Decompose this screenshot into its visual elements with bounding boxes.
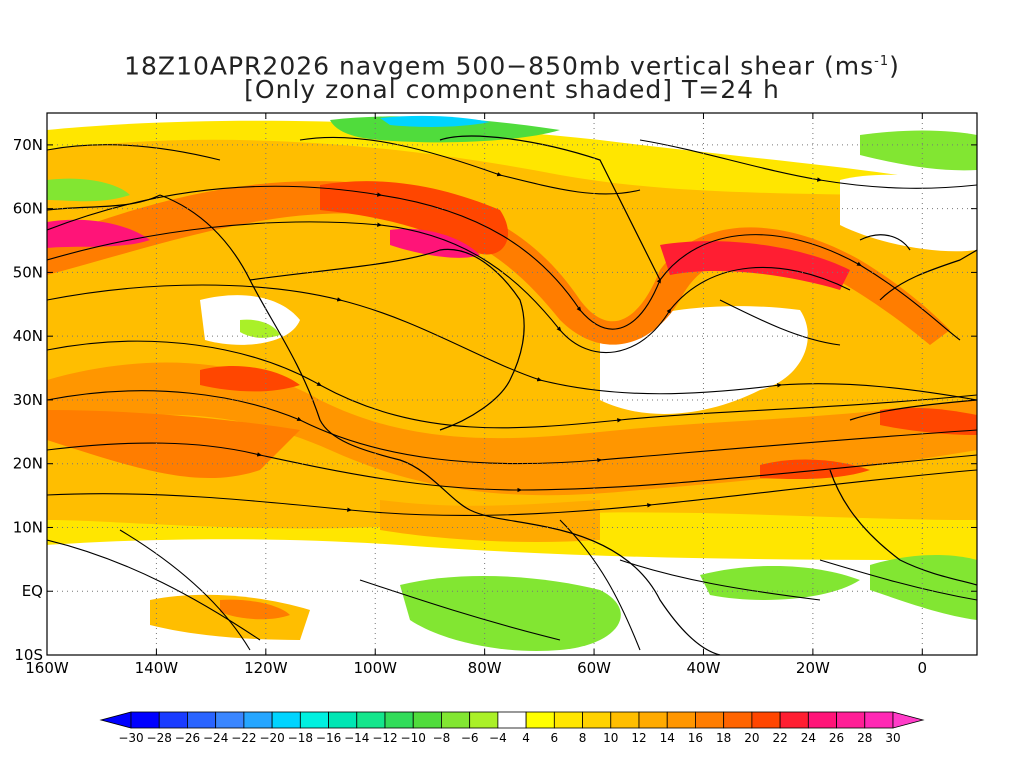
lon-label: 0 bbox=[918, 659, 928, 677]
shear-shading bbox=[47, 113, 977, 655]
lat-label: 10S bbox=[14, 646, 43, 664]
colorbar-label: 18 bbox=[716, 731, 731, 745]
colorbar-label: 14 bbox=[660, 731, 675, 745]
colorbar-label: −30 bbox=[118, 731, 143, 745]
lat-label: 50N bbox=[13, 263, 43, 281]
colorbar-swatch bbox=[666, 711, 696, 729]
colorbar-label: −26 bbox=[175, 731, 200, 745]
colorbar-label: −4 bbox=[489, 731, 507, 745]
lon-label: 100W bbox=[354, 659, 398, 677]
colorbar-label: −12 bbox=[372, 731, 397, 745]
lat-label: 30N bbox=[13, 391, 43, 409]
colorbar-label: 12 bbox=[631, 731, 646, 745]
colorbar-label: 26 bbox=[829, 731, 844, 745]
colorbar bbox=[99, 711, 925, 729]
colorbar-label: 8 bbox=[579, 731, 587, 745]
colorbar-swatch bbox=[384, 711, 414, 729]
lon-label: 80W bbox=[468, 659, 502, 677]
colorbar-label: −8 bbox=[433, 731, 451, 745]
colorbar-swatch bbox=[328, 711, 358, 729]
colorbar-swatch bbox=[695, 711, 725, 729]
colorbar-label: −28 bbox=[147, 731, 172, 745]
colorbar-swatch bbox=[836, 711, 866, 729]
colorbar-left-arrow bbox=[99, 711, 132, 729]
lat-label: 20N bbox=[13, 455, 43, 473]
colorbar-label: −10 bbox=[401, 731, 426, 745]
colorbar-right-arrow bbox=[892, 711, 925, 729]
lon-label: 20W bbox=[796, 659, 830, 677]
lat-label: 10N bbox=[13, 518, 43, 536]
colorbar-label: −14 bbox=[344, 731, 369, 745]
colorbar-label: −16 bbox=[316, 731, 341, 745]
colorbar-swatch bbox=[807, 711, 837, 729]
colorbar-swatch bbox=[412, 711, 442, 729]
axis-ticks bbox=[46, 113, 977, 656]
lon-label: 60W bbox=[577, 659, 611, 677]
colorbar-swatch bbox=[638, 711, 668, 729]
colorbar-swatch bbox=[441, 711, 471, 729]
lon-label: 40W bbox=[687, 659, 721, 677]
chart-title-line1: 18Z10APR2026 navgem 500−850mb vertical s… bbox=[124, 51, 900, 81]
lon-label: 120W bbox=[244, 659, 288, 677]
colorbar-swatch bbox=[271, 711, 301, 729]
colorbar-label: −18 bbox=[288, 731, 313, 745]
lat-label: 40N bbox=[13, 327, 43, 345]
colorbar-swatch bbox=[215, 711, 245, 729]
plot-frame bbox=[46, 112, 978, 656]
colorbar-label: −24 bbox=[203, 731, 228, 745]
lat-label: 70N bbox=[13, 136, 43, 154]
colorbar-swatch bbox=[243, 711, 273, 729]
colorbar-label: 16 bbox=[688, 731, 703, 745]
colorbar-label: 22 bbox=[772, 731, 787, 745]
colorbar-label: 28 bbox=[857, 731, 872, 745]
colorbar-swatch bbox=[187, 711, 217, 729]
colorbar-swatch bbox=[158, 711, 188, 729]
colorbar-swatch bbox=[751, 711, 781, 729]
lon-label: 160W bbox=[25, 659, 69, 677]
colorbar-label: −22 bbox=[231, 731, 256, 745]
colorbar-label: 20 bbox=[744, 731, 759, 745]
colorbar-label: −6 bbox=[461, 731, 479, 745]
chart-title-line2: [Only zonal component shaded] T=24 h bbox=[244, 75, 780, 104]
colorbar-label: −20 bbox=[259, 731, 284, 745]
longitude-labels: 160W 140W 120W 100W 80W 60W 40W 20W 0 bbox=[25, 659, 927, 677]
colorbar-labels: −30 −28 −26 −24 −22 −20 −18 −16 −14 −12 −10 −8 −6 −4 4… bbox=[118, 731, 900, 745]
colorbar-swatch bbox=[779, 711, 809, 729]
lon-label: 140W bbox=[135, 659, 179, 677]
colorbar-label: 6 bbox=[551, 731, 559, 745]
colorbar-swatch bbox=[469, 711, 499, 729]
colorbar-swatch bbox=[497, 711, 527, 729]
colorbar-swatch bbox=[553, 711, 583, 729]
colorbar-label: 10 bbox=[603, 731, 618, 745]
lat-label: 60N bbox=[13, 200, 43, 218]
colorbar-swatch bbox=[525, 711, 555, 729]
colorbar-swatch bbox=[130, 711, 160, 729]
colorbar-label: 30 bbox=[885, 731, 900, 745]
latitude-labels: 70N 60N 50N 40N 30N 20N 10N EQ 10S bbox=[13, 136, 43, 664]
colorbar-swatch bbox=[582, 711, 612, 729]
lat-label: EQ bbox=[22, 582, 43, 600]
streamlines bbox=[47, 136, 977, 651]
colorbar-swatch bbox=[356, 711, 386, 729]
colorbar-label: 4 bbox=[522, 731, 530, 745]
graticule bbox=[47, 113, 977, 655]
colorbar-swatch bbox=[864, 711, 894, 729]
colorbar-label: 24 bbox=[801, 731, 816, 745]
colorbar-swatch bbox=[610, 711, 640, 729]
colorbar-swatch bbox=[723, 711, 753, 729]
colorbar-swatch bbox=[299, 711, 329, 729]
